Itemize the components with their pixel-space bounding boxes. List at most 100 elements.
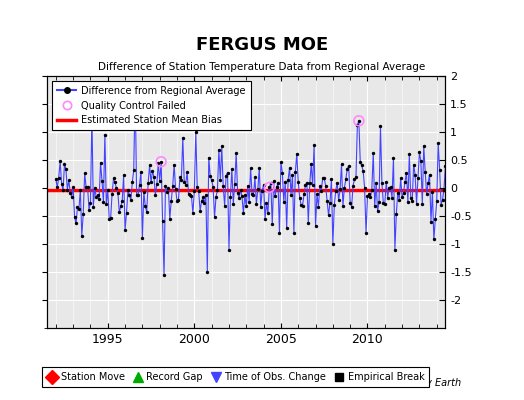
Point xyxy=(82,184,90,190)
Point xyxy=(198,198,206,204)
Point xyxy=(422,191,431,197)
Point xyxy=(258,188,266,194)
Point xyxy=(115,209,124,216)
Point xyxy=(380,200,389,207)
Point xyxy=(321,183,330,189)
Point xyxy=(386,184,395,190)
Point xyxy=(309,182,317,188)
Point xyxy=(395,196,403,203)
Point xyxy=(112,185,121,191)
Point xyxy=(370,203,379,210)
Point xyxy=(241,192,249,198)
Point xyxy=(128,179,136,186)
Point xyxy=(374,208,382,215)
Point xyxy=(174,196,183,203)
Text: FERGUS MOE: FERGUS MOE xyxy=(196,36,328,54)
Text: Berkeley Earth: Berkeley Earth xyxy=(389,378,461,388)
Point xyxy=(176,174,184,180)
Point xyxy=(440,186,448,193)
Point xyxy=(353,122,362,128)
Point xyxy=(333,180,341,186)
Point xyxy=(236,186,245,193)
Point xyxy=(297,202,305,208)
Point xyxy=(375,199,383,206)
Point xyxy=(186,192,194,198)
Point xyxy=(129,167,138,174)
Point xyxy=(58,180,66,187)
Point xyxy=(53,184,61,191)
Point xyxy=(249,192,258,198)
Point xyxy=(408,198,417,204)
Point xyxy=(277,159,285,165)
Point xyxy=(414,175,422,182)
Point xyxy=(79,211,88,218)
Point xyxy=(124,187,132,194)
Point xyxy=(257,204,265,210)
Point xyxy=(391,246,399,253)
Point xyxy=(274,180,282,186)
Point xyxy=(327,176,335,182)
Point xyxy=(271,193,279,200)
Point xyxy=(415,149,423,156)
Point xyxy=(278,170,287,176)
Point xyxy=(345,163,353,169)
Point xyxy=(135,182,144,188)
Point xyxy=(229,201,237,207)
Point xyxy=(131,84,139,90)
Point xyxy=(110,175,118,182)
Point xyxy=(166,216,174,222)
Point xyxy=(368,186,376,193)
Point xyxy=(351,176,359,182)
Point xyxy=(76,186,84,193)
Point xyxy=(392,210,400,217)
Point xyxy=(357,162,366,169)
Point xyxy=(210,214,219,220)
Point xyxy=(317,188,325,194)
Point xyxy=(311,223,320,229)
Point xyxy=(199,194,207,200)
Point xyxy=(106,214,115,221)
Point xyxy=(431,216,440,222)
Point xyxy=(70,214,79,220)
Point xyxy=(365,191,373,197)
Point xyxy=(403,199,412,205)
Point xyxy=(127,197,135,204)
Point xyxy=(343,166,352,172)
Point xyxy=(417,158,425,164)
Point xyxy=(75,206,83,213)
Point xyxy=(281,179,289,185)
Point xyxy=(376,123,385,130)
Point xyxy=(307,161,315,167)
Point xyxy=(359,168,367,174)
Point xyxy=(310,142,318,148)
Point xyxy=(265,184,274,191)
Point xyxy=(208,177,216,184)
Point xyxy=(78,232,86,239)
Point xyxy=(238,193,246,200)
Point xyxy=(187,193,195,199)
Point xyxy=(292,151,301,157)
Point xyxy=(147,179,155,186)
Point xyxy=(59,187,67,194)
Point xyxy=(92,194,101,200)
Point xyxy=(233,190,242,196)
Point xyxy=(437,202,445,208)
Point xyxy=(169,183,177,190)
Point xyxy=(291,169,300,176)
Point xyxy=(204,154,213,161)
Point xyxy=(163,189,171,195)
Point xyxy=(305,180,314,187)
Point xyxy=(152,181,161,188)
Point xyxy=(389,154,398,161)
Point xyxy=(402,170,411,176)
Point xyxy=(221,202,229,209)
Point xyxy=(164,184,172,191)
Point xyxy=(52,176,60,182)
Point xyxy=(385,184,394,191)
Point xyxy=(85,206,93,213)
Point xyxy=(170,162,178,168)
Point xyxy=(179,134,187,141)
Point xyxy=(158,218,167,224)
Point xyxy=(340,184,348,191)
Point xyxy=(251,174,259,181)
